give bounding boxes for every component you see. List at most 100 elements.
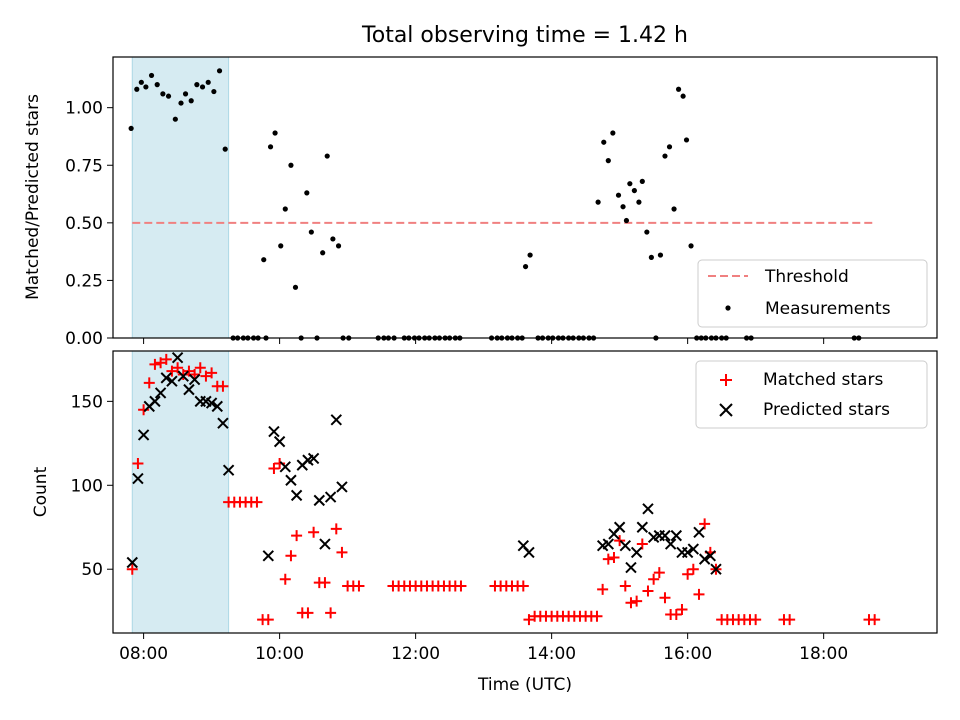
measurement-point xyxy=(205,79,211,85)
count-legend-box xyxy=(695,360,928,429)
measurement-point xyxy=(620,204,626,210)
ratio-y-tick-label: 0.25 xyxy=(65,271,103,291)
predicted-star-marker xyxy=(625,561,637,574)
measurement-point xyxy=(272,130,278,136)
matched-star-marker xyxy=(619,580,631,592)
x-tick-label: 10:00 xyxy=(255,644,304,664)
measurement-point xyxy=(154,82,160,88)
ratio-y-tick-label: 0.50 xyxy=(65,214,103,234)
observing-interval-shade xyxy=(131,56,230,339)
measurement-point xyxy=(683,137,690,143)
matched-star-marker xyxy=(784,614,796,626)
ratio-y-tick-label: 0.75 xyxy=(65,156,103,176)
predicted-star-marker xyxy=(613,521,626,533)
measurement-point xyxy=(138,79,144,85)
legend-measurements-label: Measurements xyxy=(765,299,891,319)
count-legend: Matched stars Predicted stars xyxy=(695,360,928,429)
predicted-star-marker xyxy=(285,474,297,486)
ratio-y-tick-label: 1.00 xyxy=(65,99,103,119)
measurement-point xyxy=(324,153,330,159)
matched-star-marker xyxy=(217,380,229,392)
predicted-star-marker xyxy=(177,370,189,382)
ratio-panel: 0.00 0.25 0.50 0.75 1.00 Matched/Predicted s… xyxy=(23,56,938,349)
ratio-y-tick-label: 0.00 xyxy=(65,329,103,349)
predicted-star-points xyxy=(126,352,722,575)
count-y-tick-label: 50 xyxy=(81,560,103,580)
predicted-star-marker xyxy=(188,373,201,386)
matched-star-marker xyxy=(155,357,167,369)
measurement-point xyxy=(211,88,217,95)
matched-star-marker xyxy=(353,580,365,592)
measurement-point xyxy=(636,199,642,205)
predicted-star-marker xyxy=(698,553,711,565)
measurement-point xyxy=(188,98,194,104)
ratio-y-ticks: 0.00 0.25 0.50 0.75 1.00 xyxy=(65,99,113,349)
matched-star-marker xyxy=(517,580,529,592)
matched-star-marker xyxy=(160,353,172,365)
measurement-point xyxy=(304,190,310,196)
matched-star-marker xyxy=(687,563,699,575)
matched-star-marker xyxy=(172,362,184,374)
predicted-star-marker xyxy=(279,461,291,473)
matched-star-marker xyxy=(648,573,660,585)
predicted-star-marker xyxy=(183,383,195,396)
matched-star-marker xyxy=(608,551,620,563)
matched-star-marker xyxy=(670,609,682,621)
predicted-star-marker xyxy=(217,417,229,429)
matched-star-marker xyxy=(194,362,206,374)
measurement-point xyxy=(222,146,228,152)
matched-star-marker xyxy=(682,568,694,580)
predicted-star-marker xyxy=(149,395,161,408)
measurement-point xyxy=(601,139,607,145)
measurement-point xyxy=(160,91,166,97)
matched-star-marker xyxy=(330,523,342,535)
count-y-axis-label: Count xyxy=(31,466,51,517)
measurement-point xyxy=(675,86,682,92)
matched-star-marker xyxy=(750,614,762,626)
measurement-point xyxy=(267,144,274,150)
measurement-point xyxy=(216,68,223,74)
predicted-star-marker xyxy=(670,529,683,542)
predicted-star-marker xyxy=(222,464,235,476)
predicted-star-marker xyxy=(262,550,274,562)
matched-star-marker xyxy=(631,595,643,607)
matched-star-marker xyxy=(591,610,603,622)
predicted-star-marker xyxy=(630,546,643,559)
x-tick-label: 12:00 xyxy=(391,644,440,664)
matched-star-marker xyxy=(455,580,467,592)
predicted-star-marker xyxy=(171,352,184,364)
predicted-star-marker xyxy=(659,529,671,542)
predicted-star-marker xyxy=(681,546,694,559)
matched-star-marker xyxy=(268,463,280,474)
predicted-star-marker xyxy=(330,414,342,426)
matched-star-marker xyxy=(149,358,161,370)
matched-star-marker xyxy=(200,370,212,382)
matched-star-marker xyxy=(653,567,665,579)
predicted-star-marker xyxy=(313,494,325,507)
measurement-point xyxy=(199,84,206,90)
measurement-point xyxy=(615,192,622,198)
observing-interval-shade xyxy=(131,350,230,634)
matched-star-marker xyxy=(614,535,626,547)
count-plot-frame xyxy=(112,350,938,634)
predicted-star-marker xyxy=(290,489,303,502)
ratio-legend-box xyxy=(697,259,928,328)
matched-star-marker xyxy=(251,496,263,508)
matched-star-marker xyxy=(177,369,189,380)
predicted-star-marker xyxy=(704,550,717,562)
predicted-star-marker xyxy=(319,538,331,550)
measurement-point xyxy=(644,229,650,235)
predicted-star-marker xyxy=(205,397,218,409)
legend-matched-label: Matched stars xyxy=(763,370,883,390)
legend-threshold-label: Threshold xyxy=(764,267,849,287)
measurement-point xyxy=(278,243,284,249)
predicted-star-marker xyxy=(687,543,700,555)
measurement-point xyxy=(165,93,172,99)
matched-star-marker xyxy=(291,530,303,542)
predicted-star-marker xyxy=(268,425,280,438)
matched-star-marker xyxy=(206,367,218,379)
matched-star-marker xyxy=(693,588,705,600)
measurement-points xyxy=(128,68,862,341)
legend-predicted-swatch xyxy=(719,403,733,417)
matched-star-marker xyxy=(523,614,535,626)
